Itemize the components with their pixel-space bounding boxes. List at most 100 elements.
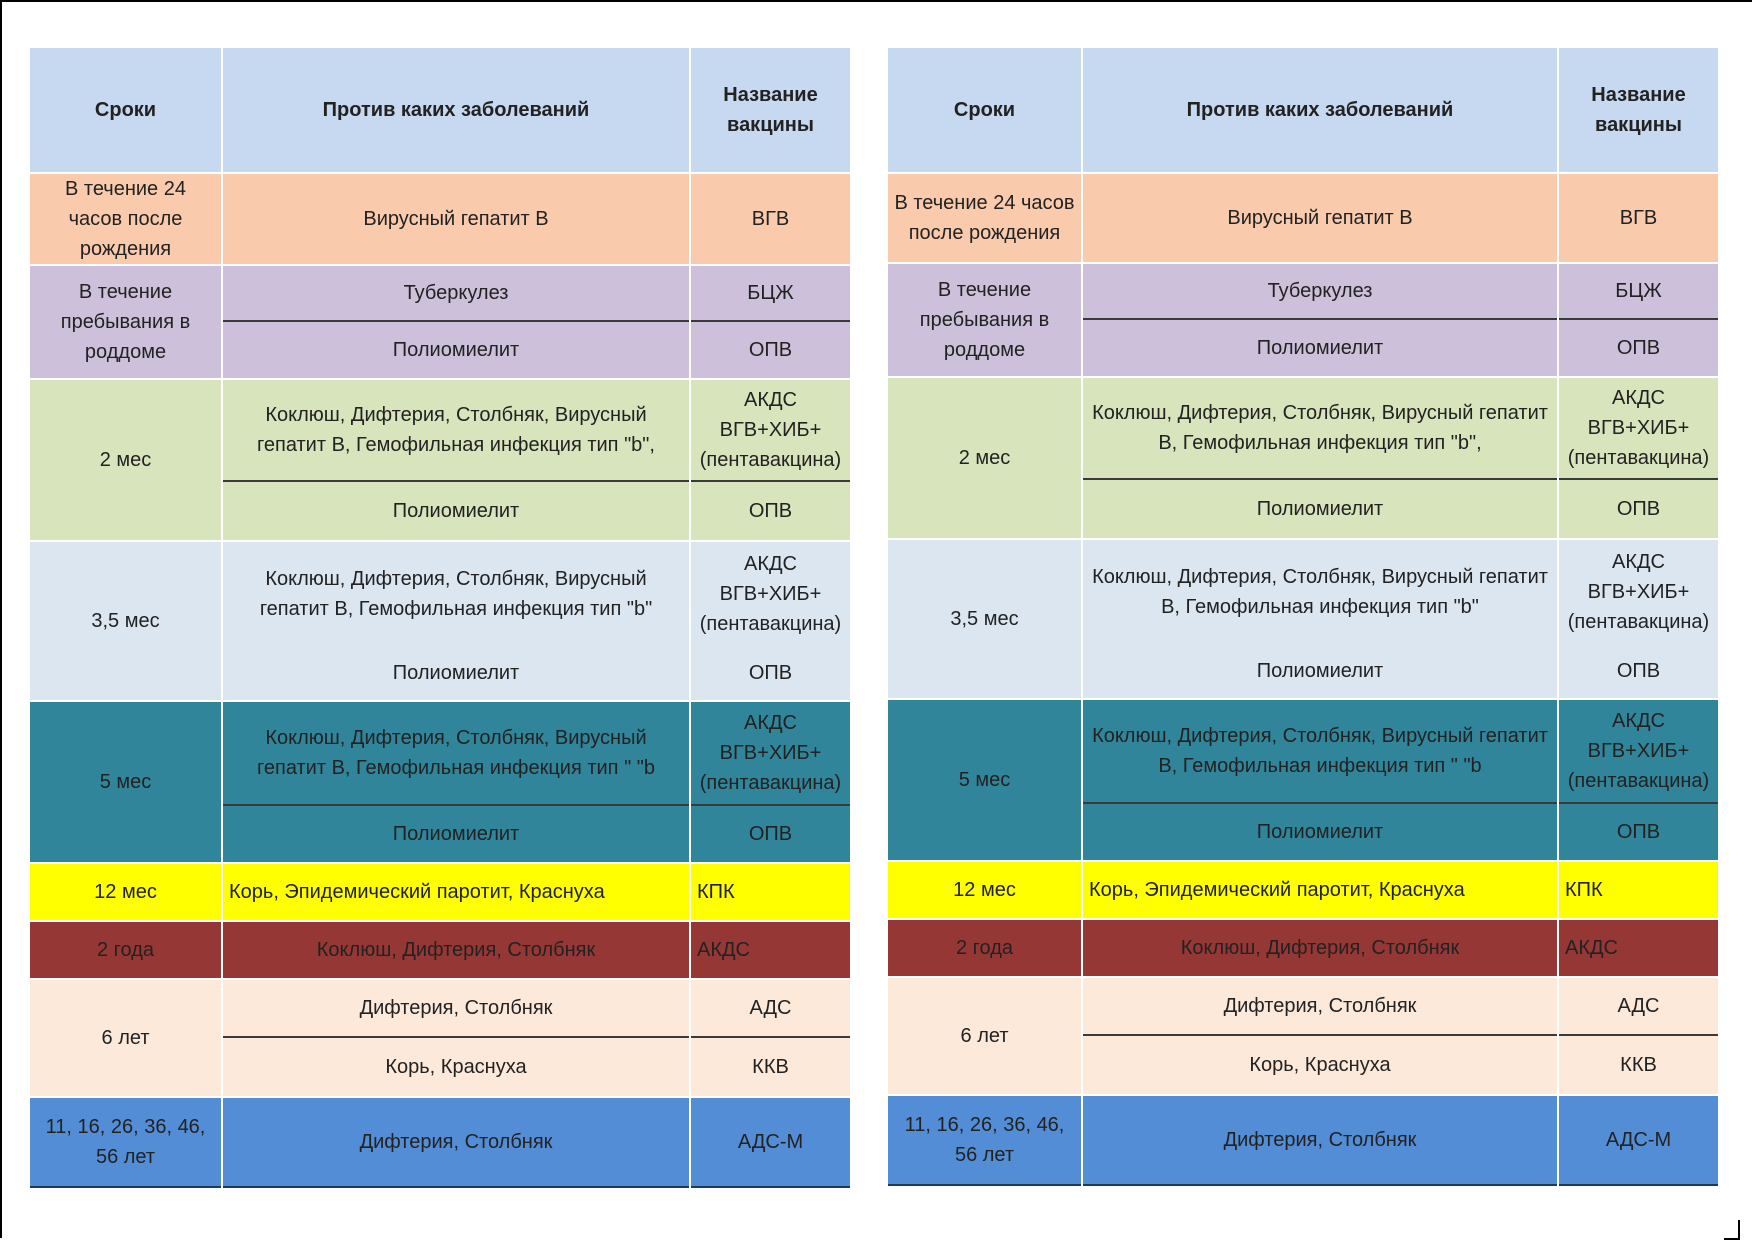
disease-cell: Дифтерия, Столбняк bbox=[1082, 976, 1559, 1035]
table-row: 12 мес Корь, Эпидемический паротит, Крас… bbox=[888, 860, 1718, 919]
term-cell: 2 года bbox=[30, 920, 223, 979]
vaccine-cell: АКДС ВГВ+ХИБ+ (пентавакцина) bbox=[1558, 698, 1718, 803]
vaccine-cell: АКДС ВГВ+ХИБ+ (пентавакцина) bbox=[1558, 376, 1718, 479]
header-terms: Сроки bbox=[888, 48, 1083, 173]
disease-cell: Коклюш, Дифтерия, Столбняк, Вирусный геп… bbox=[1082, 376, 1559, 479]
vaccine-cell: АКДС ВГВ+ХИБ+ (пентавакцина) bbox=[690, 378, 850, 481]
disease-cell: Коклюш, Дифтерия, Столбняк bbox=[222, 920, 691, 979]
disease-cell: Дифтерия, Столбняк bbox=[1082, 1094, 1559, 1185]
vaccine-cell: ОПВ bbox=[748, 661, 793, 684]
disease-cell: Коклюш, Дифтерия, Столбняк, Вирусный геп… bbox=[1082, 698, 1559, 803]
vaccine-cell: АКДС ВГВ+ХИБ+ (пентавакцина) bbox=[1558, 538, 1718, 643]
disease-cell: Полиомиелит bbox=[1082, 802, 1559, 861]
vaccine-cell: АКДС bbox=[690, 920, 850, 979]
table-row: 2 года Коклюш, Дифтерия, Столбняк АКДС bbox=[888, 918, 1718, 977]
disease-cell: Полиомиелит bbox=[222, 480, 691, 541]
header-vaccine: Название вакцины bbox=[690, 48, 850, 173]
term-cell: 12 мес bbox=[30, 862, 223, 921]
header-diseases: Против каких заболеваний bbox=[1082, 48, 1559, 173]
disease-cell: Корь, Эпидемический паротит, Краснуха bbox=[222, 862, 691, 921]
disease-cell: Корь, Краснуха bbox=[1082, 1034, 1559, 1095]
page-corner-mark bbox=[1724, 1220, 1740, 1240]
disease-cell: Полиомиелит bbox=[1082, 478, 1559, 539]
vaccine-cell: ВГВ bbox=[690, 172, 850, 265]
vaccine-cell: ОПВ bbox=[690, 480, 850, 541]
disease-cell: Корь, Эпидемический паротит, Краснуха bbox=[1082, 860, 1559, 919]
term-cell: 2 года bbox=[888, 918, 1083, 977]
header-vaccine: Название вакцины bbox=[1558, 48, 1718, 173]
table-row: 6 лет Дифтерия, Столбняк АДС bbox=[30, 978, 850, 1097]
vaccine-cell: ОПВ bbox=[690, 320, 850, 379]
disease-cell: Дифтерия, Столбняк bbox=[222, 978, 691, 1037]
table-row: 2 мес Коклюш, Дифтерия, Столбняк, Вирусн… bbox=[888, 376, 1718, 539]
term-cell: 12 мес bbox=[888, 860, 1083, 919]
vaccination-table-left: Сроки Против каких заболеваний Название … bbox=[30, 48, 850, 1188]
term-cell: В течение пребывания в роддоме bbox=[30, 264, 223, 379]
term-cell: 5 мес bbox=[888, 698, 1083, 861]
vaccine-cell: ОПВ bbox=[1558, 478, 1718, 539]
vaccine-cell: БЦЖ bbox=[690, 264, 850, 321]
table-row: 2 года Коклюш, Дифтерия, Столбняк АКДС bbox=[30, 920, 850, 979]
vaccine-cell: КПК bbox=[690, 862, 850, 921]
term-cell: 2 мес bbox=[30, 378, 223, 541]
table-row: 5 мес Коклюш, Дифтерия, Столбняк, Вирусн… bbox=[30, 700, 850, 863]
vaccine-cell: АДС bbox=[1558, 976, 1718, 1035]
disease-cell: Коклюш, Дифтерия, Столбняк, Вирусный геп… bbox=[222, 378, 691, 481]
header-row: Сроки Против каких заболеваний Название … bbox=[888, 48, 1718, 173]
vaccine-cell: ВГВ bbox=[1558, 172, 1718, 263]
table-row: В течение 24 часов после рождения Вирусн… bbox=[30, 172, 850, 265]
disease-cell: Полиомиелит bbox=[222, 320, 691, 379]
disease-cell: Коклюш, Дифтерия, Столбняк, Вирусный геп… bbox=[222, 540, 691, 645]
disease-cell: Коклюш, Дифтерия, Столбняк, Вирусный геп… bbox=[1082, 538, 1559, 643]
term-cell: 6 лет bbox=[888, 976, 1083, 1095]
disease-cell: Коклюш, Дифтерия, Столбняк bbox=[1082, 918, 1559, 977]
disease-cell: Вирусный гепатит В bbox=[222, 172, 691, 265]
table-row: 5 мес Коклюш, Дифтерия, Столбняк, Вирусн… bbox=[888, 698, 1718, 861]
disease-cell: Дифтерия, Столбняк bbox=[222, 1096, 691, 1187]
vaccine-cell: ККВ bbox=[690, 1036, 850, 1097]
disease-cell: Вирусный гепатит В bbox=[1082, 172, 1559, 263]
term-cell: 11, 16, 26, 36, 46, 56 лет bbox=[30, 1096, 223, 1187]
term-cell: 5 мес bbox=[30, 700, 223, 863]
term-cell: В течение 24 часов после рождения bbox=[888, 172, 1083, 263]
disease-cell: Полиомиелит bbox=[222, 804, 691, 863]
term-cell: 6 лет bbox=[30, 978, 223, 1097]
table-row: 11, 16, 26, 36, 46, 56 лет Дифтерия, Сто… bbox=[30, 1096, 850, 1187]
table-row: В течение пребывания в роддоме Туберкуле… bbox=[30, 264, 850, 379]
disease-cell: Полиомиелит bbox=[1082, 318, 1559, 377]
vaccine-cell: АКДС ВГВ+ХИБ+ (пентавакцина) bbox=[690, 540, 850, 645]
vaccine-cell: АДС bbox=[690, 978, 850, 1037]
vaccine-cell: ОПВ bbox=[1558, 318, 1718, 377]
table-row: В течение 24 часов после рождения Вирусн… bbox=[888, 172, 1718, 263]
disease-cell: Полиомиелит bbox=[1082, 643, 1559, 699]
table-row: 3,5 мес Коклюш, Дифтерия, Столбняк, Виру… bbox=[888, 538, 1718, 699]
table-row: 6 лет Дифтерия, Столбняк АДС bbox=[888, 976, 1718, 1095]
vaccine-cell: КПК bbox=[1558, 860, 1718, 919]
term-cell: 3,5 мес bbox=[888, 538, 1083, 699]
term-cell: 2 мес bbox=[888, 376, 1083, 539]
vaccine-cell: АКДС ВГВ+ХИБ+ (пентавакцина) bbox=[690, 700, 850, 805]
disease-cell: Туберкулез bbox=[222, 264, 691, 321]
header-terms: Сроки bbox=[30, 48, 223, 173]
vaccine-cell: ККВ bbox=[1558, 1034, 1718, 1095]
vaccine-cell: БЦЖ bbox=[1558, 262, 1718, 319]
disease-cell: Коклюш, Дифтерия, Столбняк, Вирусный геп… bbox=[222, 700, 691, 805]
term-cell: В течение 24 часов после рождения bbox=[30, 172, 223, 265]
term-cell: 3,5 мес bbox=[30, 540, 223, 701]
vaccine-cell: ОПВ bbox=[1616, 659, 1661, 682]
vaccine-cell: АДС-М bbox=[1558, 1094, 1718, 1185]
table-row: 12 мес Корь, Эпидемический паротит, Крас… bbox=[30, 862, 850, 921]
header-row: Сроки Против каких заболеваний Название … bbox=[30, 48, 850, 173]
vaccine-cell: АДС-М bbox=[690, 1096, 850, 1187]
disease-cell: Полиомиелит bbox=[222, 645, 691, 701]
table-row: 2 мес Коклюш, Дифтерия, Столбняк, Вирусн… bbox=[30, 378, 850, 541]
table-row: В течение пребывания в роддоме Туберкуле… bbox=[888, 262, 1718, 377]
vaccination-table-right: Сроки Против каких заболеваний Название … bbox=[888, 48, 1718, 1186]
disease-cell: Туберкулез bbox=[1082, 262, 1559, 319]
term-cell: 11, 16, 26, 36, 46, 56 лет bbox=[888, 1094, 1083, 1185]
disease-cell: Корь, Краснуха bbox=[222, 1036, 691, 1097]
table-row: 3,5 мес Коклюш, Дифтерия, Столбняк, Виру… bbox=[30, 540, 850, 701]
table-row: 11, 16, 26, 36, 46, 56 лет Дифтерия, Сто… bbox=[888, 1094, 1718, 1185]
vaccine-cell: ОПВ bbox=[690, 804, 850, 863]
